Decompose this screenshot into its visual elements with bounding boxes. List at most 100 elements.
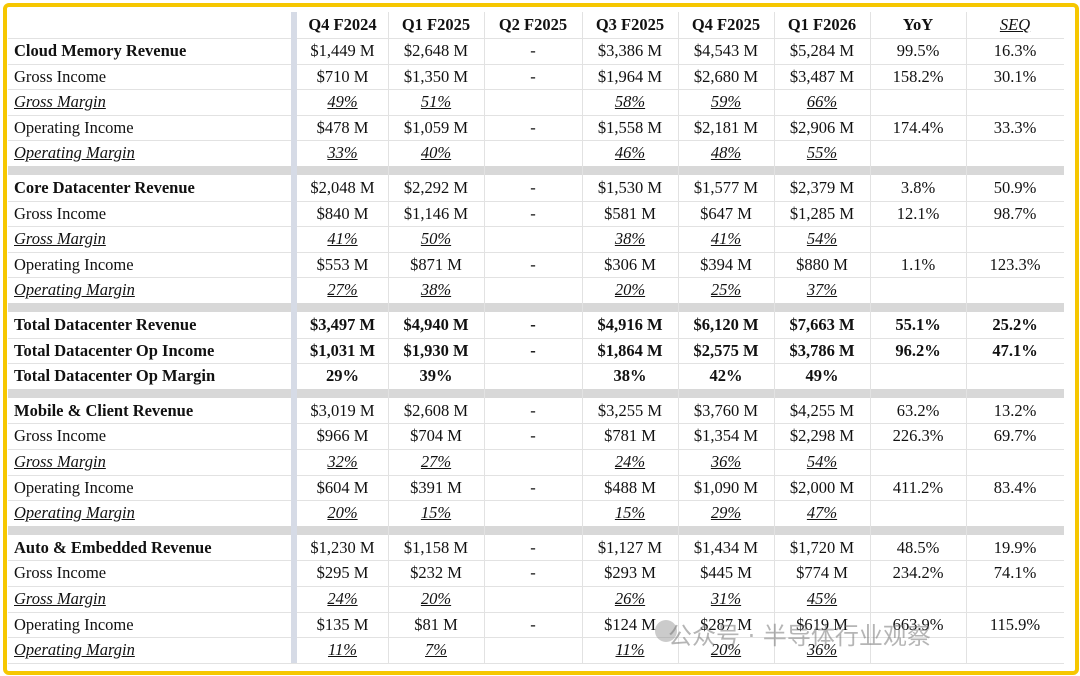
cell-value: 158.2% [892, 66, 944, 86]
cell-value: - [530, 477, 536, 497]
cell-value: 54% [806, 229, 838, 249]
column-header: Q2 F2025 [498, 15, 568, 34]
row-label: Operating Margin [14, 143, 135, 163]
cell-value: $1,530 M [597, 178, 663, 197]
cell-value: $2,048 M [310, 178, 375, 197]
column-header: Q1 F2026 [787, 15, 857, 34]
cell-value: $287 M [700, 614, 752, 634]
cell-value: $3,019 M [310, 400, 375, 420]
cell-value: 54% [806, 452, 838, 471]
cell-value: - [530, 340, 536, 360]
row-label: Operating Income [14, 117, 134, 137]
cell-value: 47.1% [992, 340, 1038, 360]
cell-value: $2,379 M [789, 178, 855, 197]
row-label: Gross Income [14, 66, 107, 86]
cell-value: $293 M [604, 563, 656, 583]
cell-value: $1,720 M [789, 537, 855, 557]
cell-value: 174.4% [892, 117, 944, 137]
column-header: SEQ [999, 15, 1031, 34]
cell-value: $1,158 M [403, 537, 469, 557]
cell-value: 37% [806, 280, 838, 300]
cell-value: 47% [806, 503, 838, 523]
cell-value: $1,434 M [693, 537, 759, 557]
cell-value: $3,760 M [693, 400, 759, 420]
cell-value: $232 M [410, 563, 462, 583]
cell-value: - [530, 315, 536, 334]
cell-value: 55.1% [895, 315, 941, 334]
cell-value: 15% [614, 503, 646, 523]
cell-value: $1,964 M [597, 66, 663, 86]
cell-value: $445 M [700, 563, 752, 583]
row-line [8, 140, 1064, 141]
row-line [8, 475, 1064, 476]
cell-value: 13.2% [993, 400, 1037, 420]
cell-value: - [530, 117, 536, 137]
group-separator [8, 525, 1064, 535]
cell-value: $966 M [316, 426, 369, 446]
cell-value: $3,497 M [309, 315, 376, 334]
cell-value: $2,906 M [789, 117, 855, 137]
cell-value: 20% [420, 589, 452, 608]
row-label: Auto & Embedded Revenue [14, 537, 212, 557]
row-line [8, 89, 1064, 90]
watermark-icon [655, 620, 677, 642]
cell-value: 50% [420, 229, 452, 249]
row-label: Gross Margin [14, 92, 106, 112]
cell-value: $6,120 M [693, 315, 759, 334]
cell-value: 29% [710, 503, 742, 523]
row-label: Gross Margin [14, 452, 106, 471]
cell-value: $3,487 M [789, 66, 855, 86]
cell-value: 31% [710, 589, 742, 608]
row-line [8, 252, 1064, 253]
cell-value: $2,292 M [403, 178, 469, 197]
cell-value: 36% [710, 452, 742, 471]
row-label: Gross Income [14, 203, 107, 223]
cell-value: 27% [420, 452, 452, 471]
cell-value: 96.2% [895, 340, 941, 360]
column-line [484, 12, 485, 663]
cell-value: 33.3% [993, 117, 1037, 137]
cell-value: $1,031 M [309, 340, 376, 360]
cell-value: 30.1% [993, 66, 1037, 86]
cell-value: $124 M [604, 614, 656, 634]
cell-value: $488 M [604, 477, 656, 497]
row-label: Core Datacenter Revenue [14, 178, 195, 197]
cell-value: $1,090 M [693, 477, 759, 497]
cell-value: $1,449 M [310, 41, 375, 60]
column-header: Q4 F2024 [308, 15, 377, 34]
cell-value: - [530, 41, 536, 60]
cell-value: $3,255 M [597, 400, 663, 420]
cell-value: $880 M [796, 254, 848, 274]
cell-value: $1,354 M [693, 426, 759, 446]
row-line [8, 637, 1064, 638]
cell-value: 20% [327, 503, 358, 523]
column-header: Q1 F2025 [401, 15, 471, 34]
cell-value: $553 M [316, 254, 369, 274]
column-line [582, 12, 583, 663]
cell-value: $391 M [410, 477, 462, 497]
cell-value: 40% [420, 143, 452, 163]
cell-value: 123.3% [989, 254, 1041, 274]
cell-value: $2,680 M [693, 66, 759, 86]
watermark: 公众号 · 半导体行业观察 [668, 622, 931, 650]
cell-value: 15% [420, 503, 452, 523]
cell-value: - [530, 254, 536, 274]
cell-value: $871 M [410, 254, 462, 274]
row-line [8, 38, 1064, 39]
cell-value: 45% [806, 589, 838, 608]
cell-value: $774 M [796, 563, 848, 583]
cell-value: - [530, 400, 536, 420]
cell-value: 83.4% [993, 477, 1037, 497]
cell-value: 42% [709, 366, 743, 386]
cell-value: 58% [614, 92, 646, 112]
cell-value: $781 M [604, 426, 656, 446]
cell-value: $4,255 M [789, 400, 855, 420]
cell-value: - [530, 178, 536, 197]
cell-value: 69.7% [993, 426, 1037, 446]
cell-value: $2,575 M [693, 340, 759, 360]
cell-value: 50.9% [993, 178, 1037, 197]
cell-value: $7,663 M [789, 315, 855, 334]
cell-value: 41% [327, 229, 358, 249]
row-label: Total Datacenter Op Margin [14, 366, 216, 386]
cell-value: $5,284 M [789, 41, 855, 60]
